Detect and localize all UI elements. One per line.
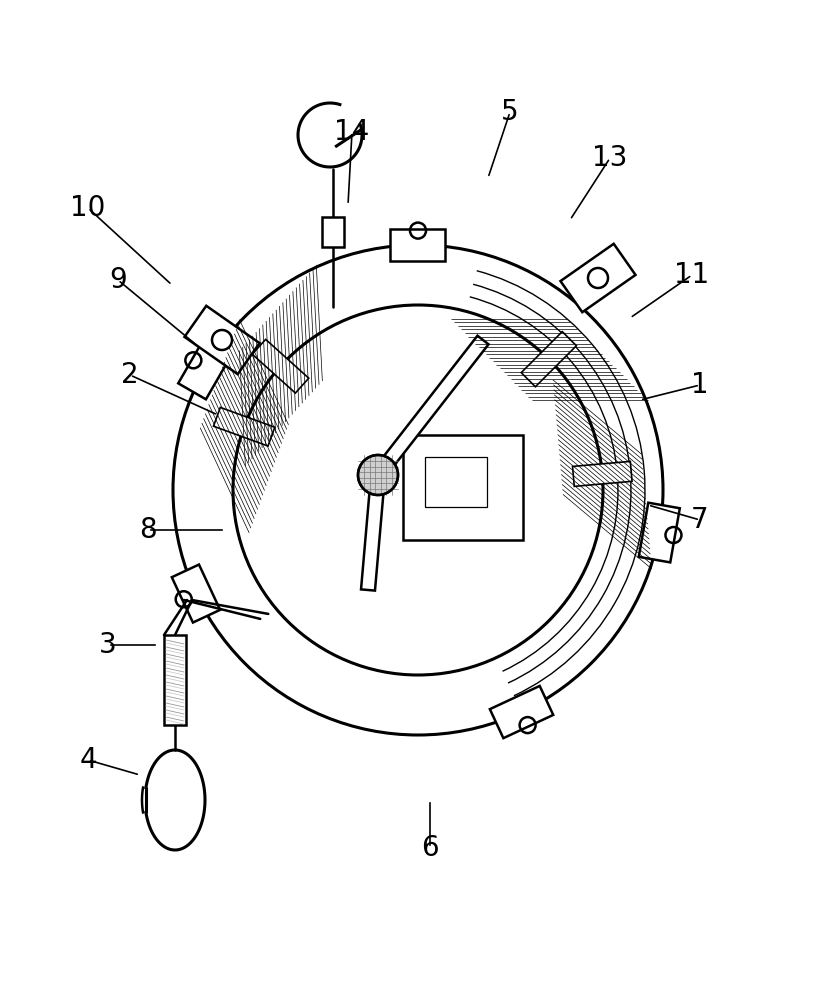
Text: 11: 11 — [674, 261, 709, 289]
Polygon shape — [178, 336, 233, 399]
Text: 6: 6 — [421, 834, 438, 862]
Text: 7: 7 — [691, 506, 708, 534]
Polygon shape — [360, 474, 385, 591]
Polygon shape — [390, 229, 445, 261]
Text: 10: 10 — [70, 194, 105, 222]
Bar — [402, 435, 522, 540]
Polygon shape — [184, 306, 259, 374]
Polygon shape — [372, 336, 488, 479]
Text: 1: 1 — [691, 371, 708, 399]
Polygon shape — [638, 503, 679, 562]
Polygon shape — [213, 407, 274, 446]
Bar — [425, 457, 487, 507]
Bar — [322, 217, 344, 247]
Circle shape — [358, 455, 398, 495]
Polygon shape — [521, 332, 576, 387]
Polygon shape — [560, 244, 635, 312]
Text: 2: 2 — [121, 361, 139, 389]
Text: 5: 5 — [501, 98, 518, 126]
Text: 14: 14 — [334, 118, 370, 146]
Bar — [164, 635, 186, 725]
Text: 9: 9 — [109, 266, 127, 294]
Text: 8: 8 — [139, 516, 156, 544]
Polygon shape — [252, 339, 308, 393]
Text: 3: 3 — [99, 631, 117, 659]
Polygon shape — [171, 565, 220, 623]
Polygon shape — [489, 686, 553, 738]
Text: 4: 4 — [79, 746, 97, 774]
Text: 13: 13 — [592, 144, 627, 172]
Polygon shape — [572, 461, 631, 486]
